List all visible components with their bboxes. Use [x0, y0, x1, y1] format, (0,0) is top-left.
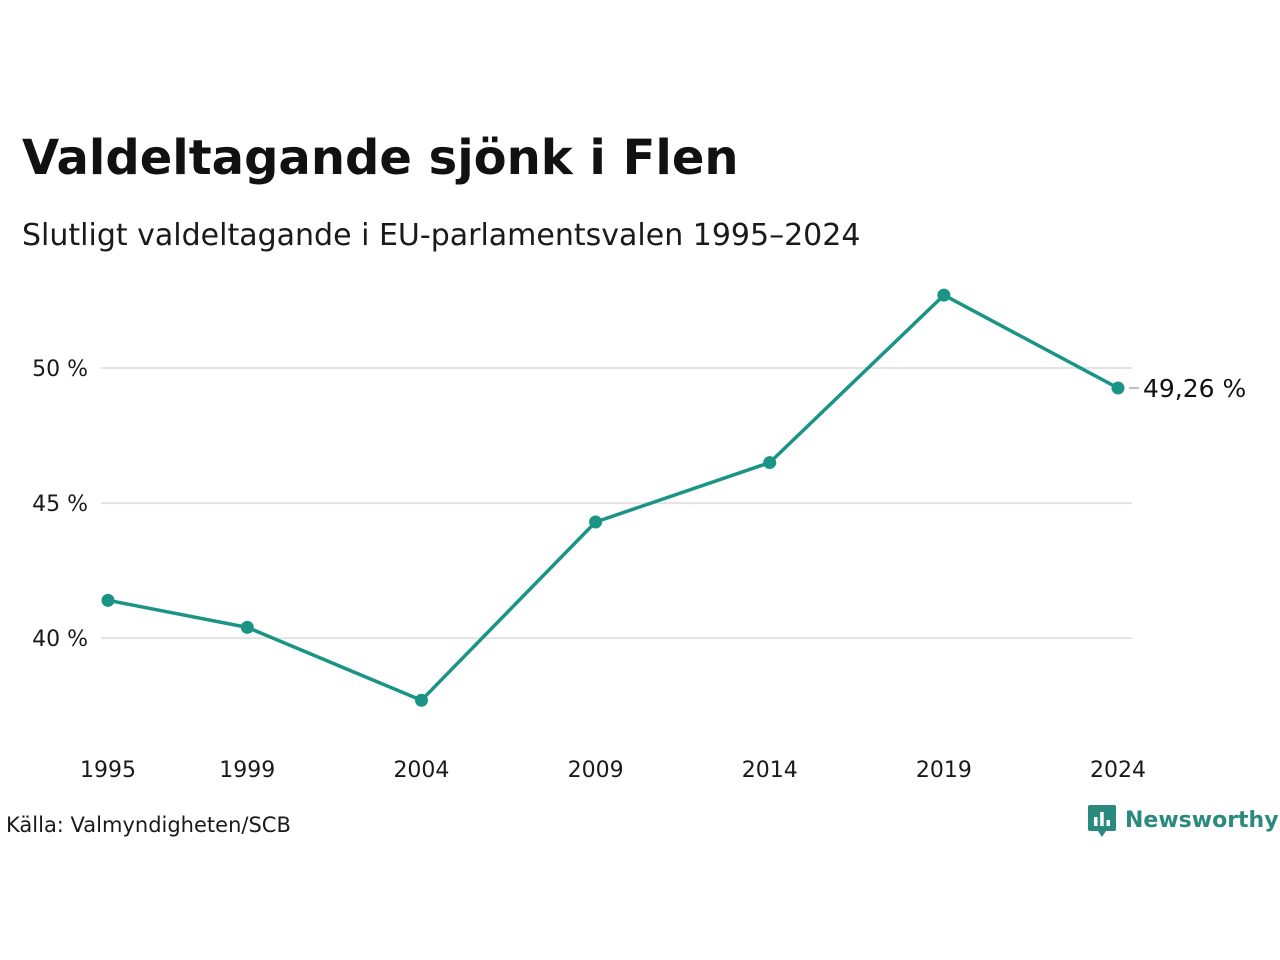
x-tick-label: 2019 [916, 758, 972, 783]
data-point [937, 288, 951, 302]
chart-title: Valdeltagande sjönk i Flen [22, 130, 739, 186]
brand-logo: Newsworthy [1087, 803, 1279, 839]
x-tick-label: 1995 [80, 758, 136, 783]
data-point [1111, 381, 1125, 395]
data-point [763, 456, 777, 470]
x-tick-label: 2004 [393, 758, 449, 783]
y-tick-label: 40 % [32, 627, 88, 652]
brand-name: Newsworthy [1125, 808, 1279, 833]
series-line [106, 293, 1120, 703]
data-point [589, 515, 603, 529]
x-tick-label: 1999 [219, 758, 275, 783]
data-point [414, 693, 428, 707]
y-tick-label: 50 % [32, 357, 88, 382]
end-label-group: 49,26 % [1129, 374, 1246, 403]
x-axis-tick-labels: 1995 1999 2004 2009 2014 2019 2024 [80, 758, 1146, 783]
y-axis-tick-labels: 40 % 45 % 50 % [32, 357, 88, 652]
chart-subtitle: Slutligt valdeltagande i EU-parlamentsva… [22, 218, 861, 253]
data-point [240, 620, 254, 634]
x-tick-label: 2014 [742, 758, 798, 783]
data-points [101, 288, 1125, 707]
grid-lines [101, 367, 1132, 640]
source-note: Källa: Valmyndigheten/SCB [6, 813, 291, 837]
x-tick-label: 2024 [1090, 758, 1146, 783]
x-tick-label: 2009 [568, 758, 624, 783]
end-value-label: 49,26 % [1143, 374, 1246, 403]
y-tick-label: 45 % [32, 492, 88, 517]
newsworthy-logo-icon [1088, 805, 1116, 837]
data-point [101, 593, 115, 607]
